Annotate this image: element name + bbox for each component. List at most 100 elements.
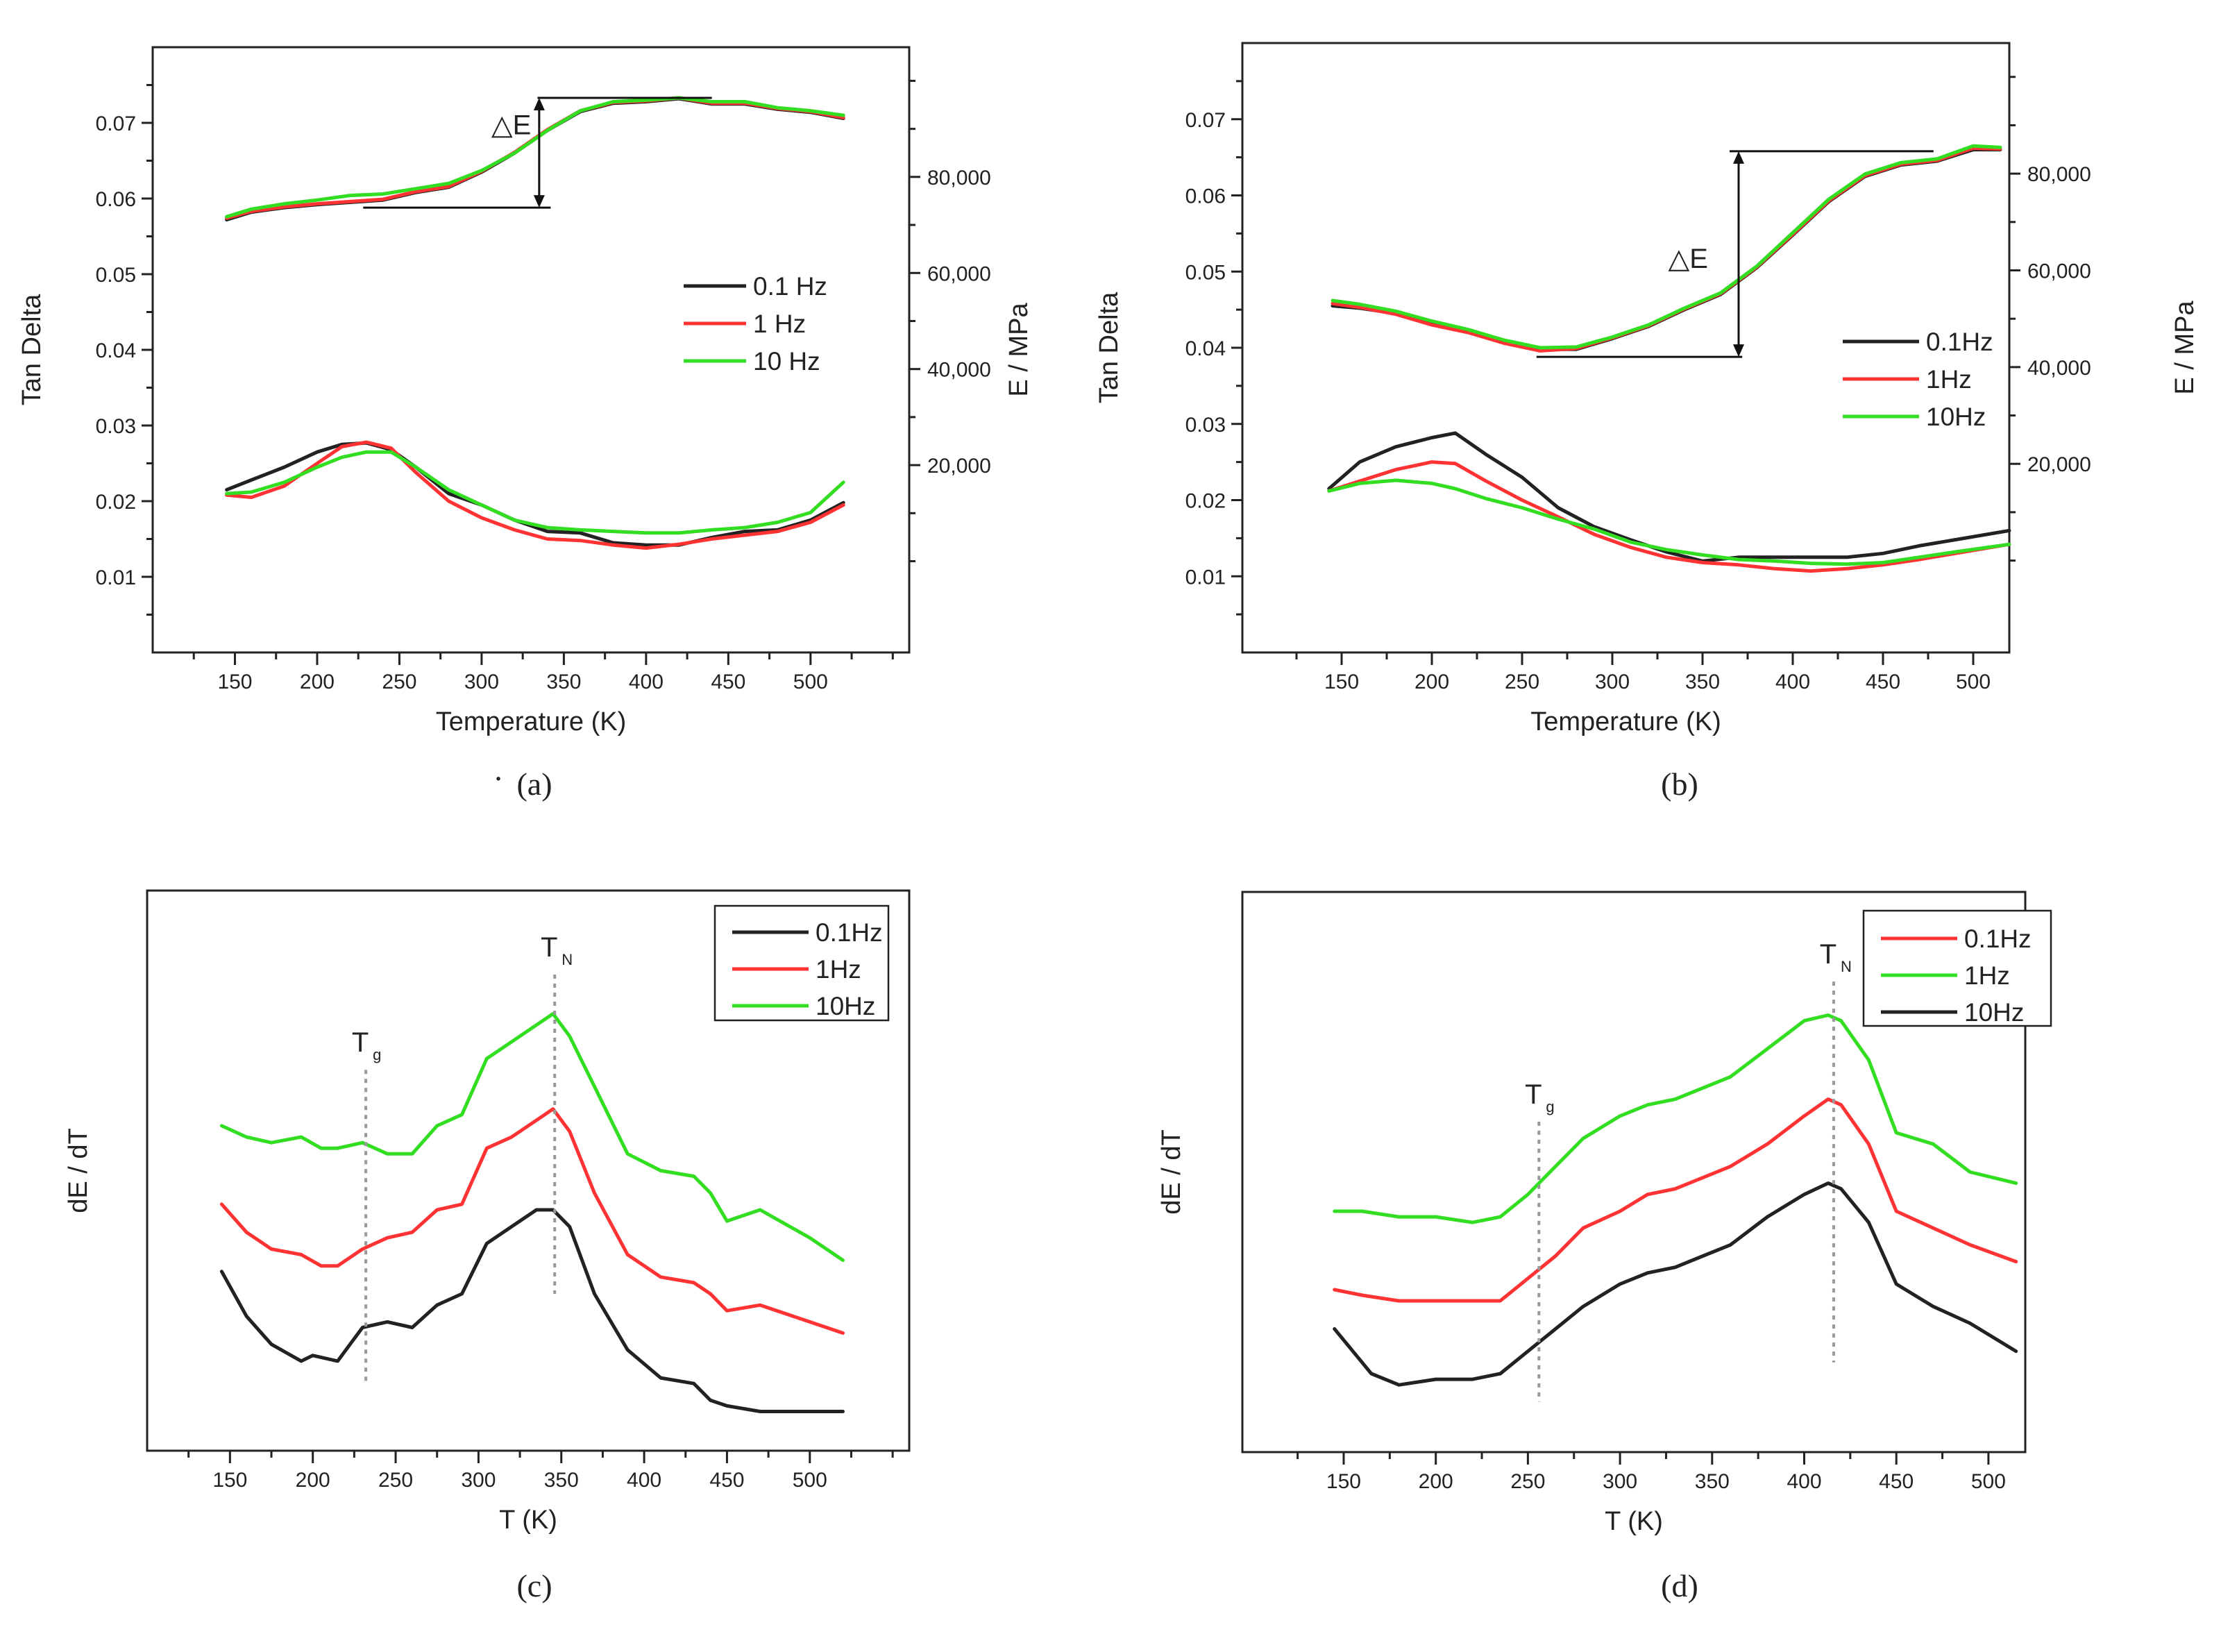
y-tick-label: 0.05 [1185,261,1226,284]
y-axis-label: Tan Delta [1095,292,1124,403]
x-tick-label: 300 [1595,671,1630,693]
legend-label: 10 Hz [753,347,820,376]
x-tick-label: 200 [296,1469,330,1492]
x-axis-label: T (K) [1605,1507,1663,1536]
x-tick-label: 150 [212,1469,247,1492]
y-tick-label: 0.04 [96,339,136,362]
x-tick-label: 250 [382,671,416,693]
y2-tick-label: 40,000 [2027,357,2091,380]
legend-label: 0.1Hz [1964,925,2032,953]
x-tick-label: 500 [793,671,828,693]
legend-label: 1 Hz [753,310,806,338]
legend-label: 10Hz [1926,403,1986,431]
y-axis-label: dE / dT [1157,1129,1186,1215]
tan-delta-line-10Hz [1327,478,2011,566]
y-tick-label: 0.01 [1185,566,1226,589]
x-tick-label: 400 [1787,1470,1821,1493]
caption-dot: · [493,761,503,796]
x-tick-label: 400 [627,1469,661,1492]
panel-caption: (b) [1661,766,1698,802]
x-tick-label: 500 [793,1469,827,1492]
marker-subscript: g [1546,1098,1554,1115]
y2-tick-label: 80,000 [2027,163,2091,186]
x-tick-label: 200 [1414,671,1449,693]
y-tick-label: 0.05 [96,264,136,287]
legend: 0.1 Hz 1 Hz 10 Hz [684,272,827,376]
x-tick-label: 300 [461,1469,496,1492]
marker-label: T [541,932,557,963]
x-tick-label: 450 [711,671,745,693]
tan-delta-line-10Hz [225,450,845,535]
delta-e-label: △E [491,110,531,140]
marker-subscript: N [1841,958,1852,975]
y-tick-label: 0.07 [96,112,136,135]
arrow-up-icon [1733,151,1744,164]
panel-c: 150 200 250 300 350 400 450 500 T (K) dE / dT (c) T… [64,889,911,1603]
arrow-up-icon [533,98,545,111]
y-tick-label: 0.07 [1185,109,1226,132]
x-tick-label: 450 [1866,671,1900,693]
x-tick-label: 500 [1956,671,1991,693]
legend: 0.1Hz 1Hz 10Hz [1843,328,1993,431]
x-tick-label: 450 [1879,1470,1914,1493]
x-axis-label: T (K) [499,1506,557,1535]
x-tick-label: 300 [1603,1470,1637,1493]
legend-label: 0.1Hz [816,918,883,947]
modulus-line-0.1Hz [1331,148,2002,351]
panel-a: 150 200 250 300 350 400 450 500 0.01 0.02 0.03 0.04… [17,46,1033,802]
legend: 0.1Hz 1Hz 10Hz [713,904,890,1022]
panel-b: 150 200 250 300 350 400 450 500 0.01 0.02 0.03 0.04… [1095,42,2199,802]
x-tick-label: 500 [1971,1470,2006,1493]
panel-caption: (c) [516,1568,552,1603]
modulus-line-0.1Hz [225,96,845,221]
legend-box [1862,909,2052,1027]
tan-delta-line-1Hz [1327,460,2011,573]
legend-label: 10Hz [816,992,875,1020]
tan-delta-line-0.1Hz [225,441,845,547]
y2-tick-label: 20,000 [927,455,991,478]
y-tick-label: 0.01 [96,566,136,589]
y2-tick-label: 80,000 [927,167,991,189]
legend-label: 1Hz [1926,365,1972,394]
legend-label: 0.1Hz [1926,328,1993,356]
x-tick-label: 350 [1695,1470,1730,1493]
panel-caption: (a) [516,766,552,802]
y2-axis-label: E / MPa [1004,303,1033,397]
legend-label: 0.1 Hz [753,272,827,301]
legend-box [713,904,890,1022]
legend-label: 1Hz [816,955,861,984]
derivative-line-1Hz [219,1107,845,1335]
y-axis-label: dE / dT [64,1128,93,1213]
arrow-down-icon [533,195,545,208]
x-tick-label: 350 [1685,671,1720,693]
marker-label: T [1820,939,1836,970]
y-tick-label: 0.02 [1185,490,1226,513]
delta-e-label: △E [1668,244,1707,274]
x-tick-label: 250 [1510,1470,1545,1493]
delta-e-annotation: △E [363,96,712,209]
y-tick-label: 0.03 [1185,414,1226,437]
x-tick-label: 200 [300,671,335,693]
marker-subscript: g [373,1046,381,1063]
x-tick-label: 350 [544,1469,579,1492]
y2-tick-label: 20,000 [2027,453,2091,476]
y-tick-label: 0.06 [1185,185,1226,208]
panel-d: 150 200 250 300 350 400 450 500 T (K) dE / dT (d) T… [1157,891,2052,1603]
y2-tick-label: 60,000 [2027,260,2091,283]
y2-tick-label: 60,000 [927,262,991,285]
y-tick-label: 0.04 [1185,337,1226,360]
derivative-line-10Hz [219,1012,845,1263]
marker-label: T [1525,1079,1542,1110]
x-tick-label: 150 [217,671,252,693]
modulus-line-10Hz [1331,144,2002,350]
y2-tick-label: 40,000 [927,359,991,382]
x-tick-label: 300 [464,671,499,693]
y-tick-label: 0.03 [96,415,136,438]
derivative-line-0.1Hz [219,1208,845,1413]
arrow-down-icon [1733,344,1744,357]
derivative-line-1Hz [1333,1013,2018,1224]
x-tick-label: 250 [1505,671,1539,693]
legend-label: 10Hz [1964,998,2024,1027]
x-tick-label: 350 [546,671,581,693]
